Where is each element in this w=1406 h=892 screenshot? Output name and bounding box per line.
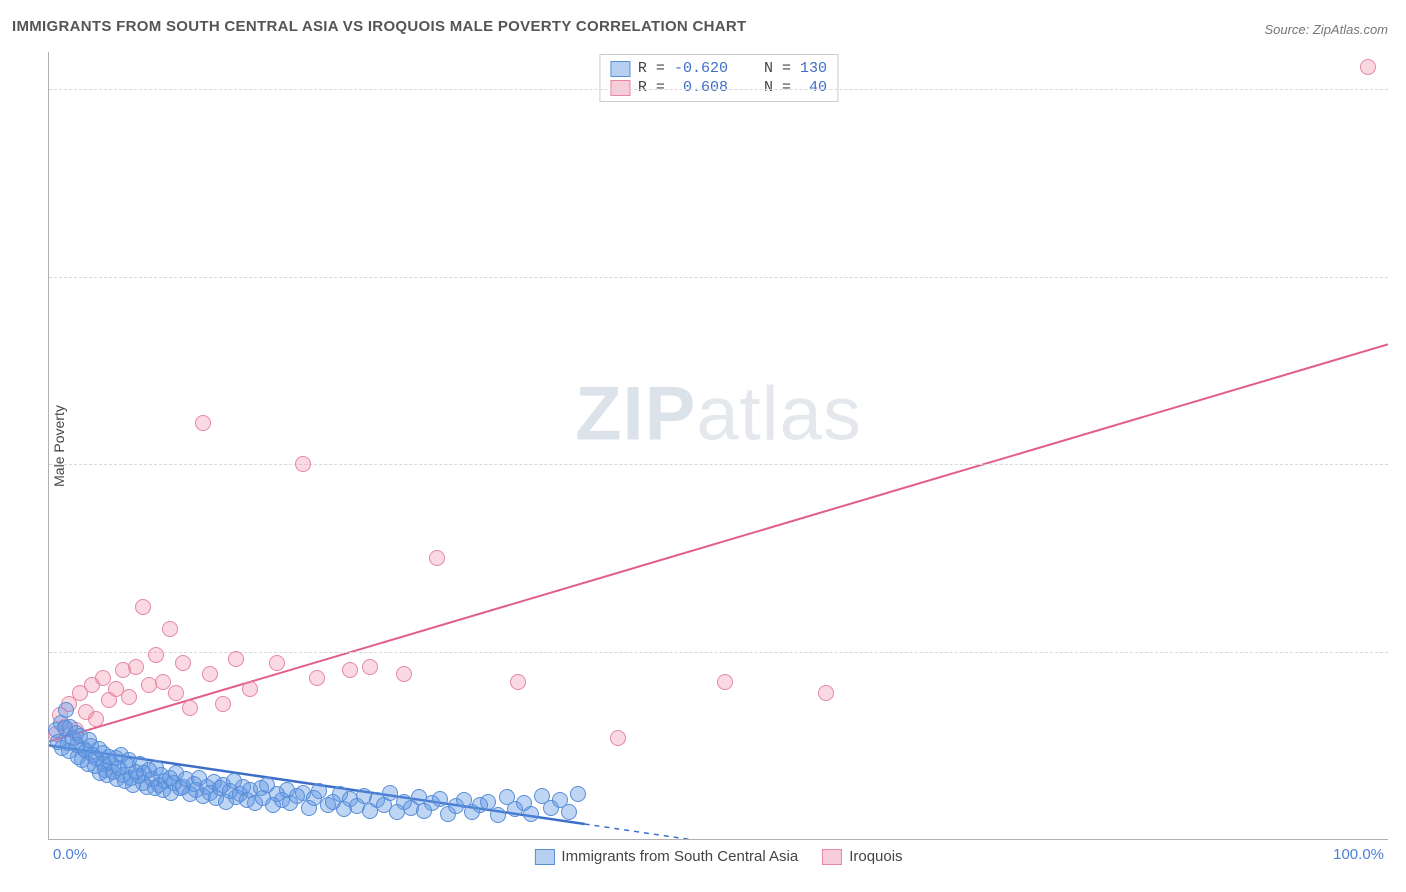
watermark-bold: ZIP xyxy=(575,372,696,457)
source-label: Source: ZipAtlas.com xyxy=(1264,22,1388,37)
data-point xyxy=(295,456,311,472)
data-point xyxy=(88,711,104,727)
watermark-rest: atlas xyxy=(696,372,862,457)
stat-r-blue: R = -0.620 N = 130 xyxy=(638,60,827,77)
data-point xyxy=(362,659,378,675)
data-point xyxy=(309,670,325,686)
gridline xyxy=(49,652,1388,653)
legend-item-pink: Iroquois xyxy=(822,848,902,865)
data-point xyxy=(1360,59,1376,75)
legend-swatch-blue-icon xyxy=(534,849,554,865)
stats-row-pink: R = 0.608 N = 40 xyxy=(610,78,827,97)
data-point xyxy=(523,806,539,822)
data-point xyxy=(182,700,198,716)
data-point xyxy=(121,689,137,705)
data-point xyxy=(148,647,164,663)
legend-item-blue: Immigrants from South Central Asia xyxy=(534,848,798,865)
data-point xyxy=(168,685,184,701)
chart-title: IMMIGRANTS FROM SOUTH CENTRAL ASIA VS IR… xyxy=(12,18,747,35)
watermark: ZIPatlas xyxy=(575,371,862,458)
data-point xyxy=(818,685,834,701)
legend-label-pink: Iroquois xyxy=(849,848,902,865)
data-point xyxy=(242,681,258,697)
gridline xyxy=(49,89,1388,90)
data-point xyxy=(429,550,445,566)
data-point xyxy=(228,651,244,667)
data-point xyxy=(269,655,285,671)
data-point xyxy=(195,415,211,431)
gridline xyxy=(49,277,1388,278)
data-point xyxy=(610,730,626,746)
data-point xyxy=(155,674,171,690)
data-point xyxy=(95,670,111,686)
stats-legend-box: R = -0.620 N = 130 R = 0.608 N = 40 xyxy=(599,54,838,102)
gridline xyxy=(49,464,1388,465)
data-point xyxy=(396,666,412,682)
trendlines-svg xyxy=(49,52,1388,839)
data-point xyxy=(162,621,178,637)
swatch-pink-icon xyxy=(610,80,630,96)
stat-r-pink: R = 0.608 N = 40 xyxy=(638,79,827,96)
legend-label-blue: Immigrants from South Central Asia xyxy=(561,848,798,865)
chart-container: IMMIGRANTS FROM SOUTH CENTRAL ASIA VS IR… xyxy=(0,0,1406,892)
x-tick-max: 100.0% xyxy=(1333,846,1384,863)
swatch-blue-icon xyxy=(610,61,630,77)
data-point xyxy=(202,666,218,682)
data-point xyxy=(342,662,358,678)
data-point xyxy=(432,791,448,807)
legend-swatch-pink-icon xyxy=(822,849,842,865)
data-point xyxy=(561,804,577,820)
data-point xyxy=(570,786,586,802)
data-point xyxy=(135,599,151,615)
data-point xyxy=(215,696,231,712)
data-point xyxy=(58,702,74,718)
plot-area: ZIPatlas R = -0.620 N = 130 R = 0.608 xyxy=(48,52,1388,840)
stats-row-blue: R = -0.620 N = 130 xyxy=(610,59,827,78)
data-point xyxy=(490,807,506,823)
data-point xyxy=(175,655,191,671)
data-point xyxy=(510,674,526,690)
data-point xyxy=(128,659,144,675)
data-point xyxy=(717,674,733,690)
x-tick-min: 0.0% xyxy=(53,846,87,863)
series-legend: Immigrants from South Central Asia Iroqu… xyxy=(534,848,902,865)
